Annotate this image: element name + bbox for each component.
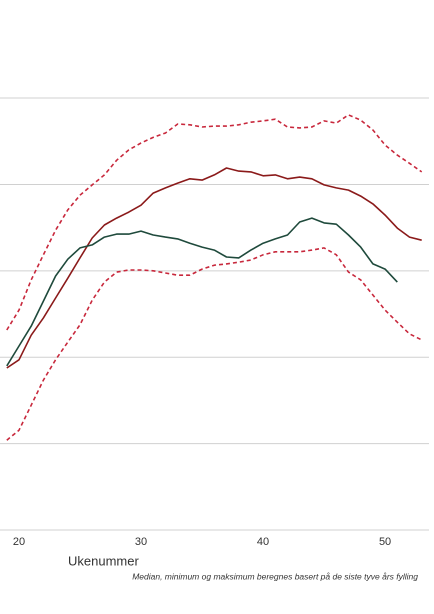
series-line bbox=[6, 217, 398, 367]
x-tick-label: 20 bbox=[13, 536, 25, 548]
series-line bbox=[6, 247, 423, 441]
x-tick-label: 30 bbox=[135, 536, 147, 548]
x-axis-label: Ukenummer bbox=[68, 553, 139, 568]
series-line bbox=[6, 167, 422, 369]
x-tick-label: 50 bbox=[379, 536, 391, 548]
footnote: Median, minimum og maksimum beregnes bas… bbox=[132, 571, 418, 581]
x-tick-label: 40 bbox=[257, 536, 269, 548]
series-line bbox=[6, 114, 423, 331]
